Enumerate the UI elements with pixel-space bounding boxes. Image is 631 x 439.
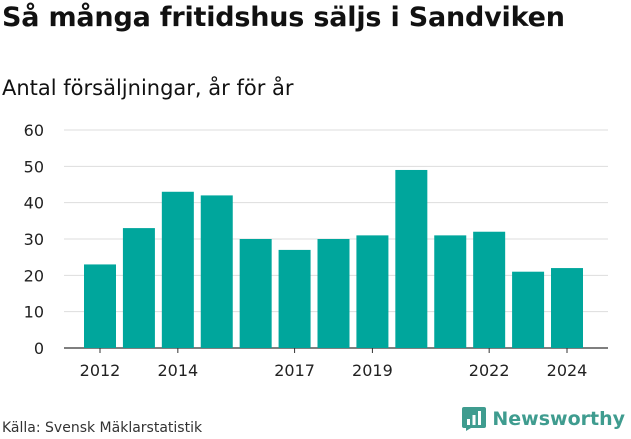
bar-2014: [161, 191, 194, 348]
bar-2012: [84, 264, 116, 348]
y-tick-label: 20: [24, 266, 44, 285]
bar-2019: [356, 235, 389, 348]
bar-2020: [395, 169, 428, 348]
y-tick-label: 0: [34, 339, 44, 358]
bar-2016: [239, 239, 272, 348]
x-tick-label: 2017: [274, 361, 315, 380]
x-tick-label: 2019: [352, 361, 393, 380]
brand-name: Newsworthy: [492, 408, 625, 430]
chart-title: Så många fritidshus säljs i Sandviken: [2, 2, 565, 33]
bar-2021: [434, 235, 467, 348]
bar-2018: [317, 239, 350, 348]
bar-2023: [512, 271, 545, 348]
x-tick-label: 2012: [80, 361, 121, 380]
y-tick-label: 30: [24, 230, 44, 249]
bar-2024: [551, 268, 583, 348]
y-tick-label: 10: [24, 303, 44, 322]
chart-subtitle: Antal försäljningar, år för år: [2, 76, 294, 100]
source-note: Källa: Svensk Mäklarstatistik: [2, 420, 203, 436]
y-tick-label: 60: [24, 121, 44, 140]
x-tick-label: 2014: [157, 361, 198, 380]
newsworthy-brand: Newsworthy: [462, 407, 625, 431]
newsworthy-logo-icon: [462, 407, 487, 431]
x-tick-label: 2024: [547, 361, 588, 380]
bar-2013: [122, 228, 155, 348]
bar-2022: [473, 231, 506, 348]
x-tick-label: 2022: [469, 361, 510, 380]
bar-2015: [200, 195, 233, 348]
y-tick-label: 50: [24, 157, 44, 176]
y-tick-label: 40: [24, 194, 44, 213]
bar-2017: [278, 249, 311, 348]
